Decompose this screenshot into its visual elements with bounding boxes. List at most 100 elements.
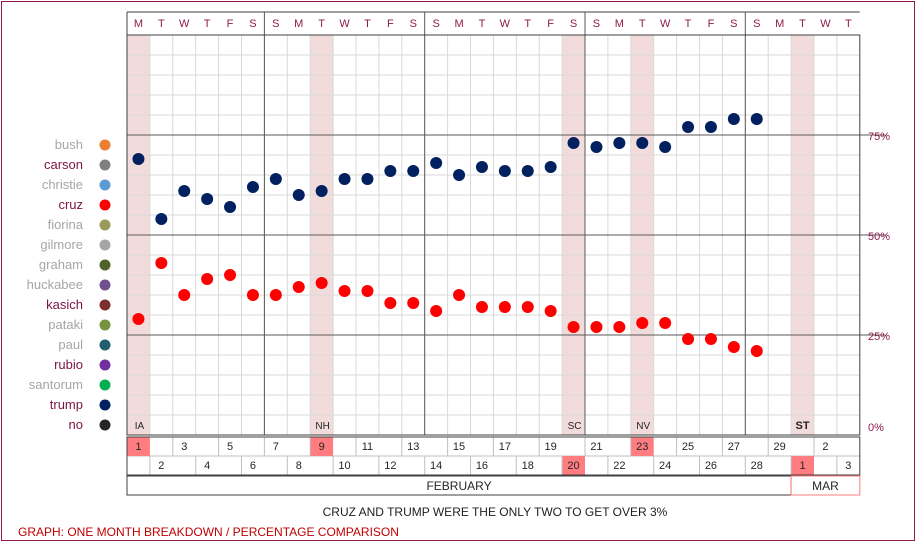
event-label-sc: SC xyxy=(568,421,582,432)
legend-label-pataki: pataki xyxy=(48,317,83,332)
data-point-cruz xyxy=(246,289,259,301)
weekday-label: S xyxy=(593,18,600,30)
weekday-label: T xyxy=(685,18,692,30)
y-tick-label: 50% xyxy=(868,231,890,243)
day-number: 8 xyxy=(296,460,302,472)
weekday-label: S xyxy=(410,18,417,30)
annotation-text: CRUZ AND TRUMP WERE THE ONLY TWO TO GET … xyxy=(323,505,668,519)
weekday-label: T xyxy=(204,18,211,30)
legend-marker-rubio xyxy=(99,359,111,371)
data-point-trump xyxy=(292,189,305,201)
day-number: 28 xyxy=(751,460,763,472)
day-number: 21 xyxy=(590,441,602,453)
event-label-ia: IA xyxy=(135,421,145,432)
weekday-label: T xyxy=(845,18,852,30)
data-point-trump xyxy=(201,193,214,205)
data-point-cruz xyxy=(269,289,282,301)
data-point-trump xyxy=(246,181,259,193)
month-row: FEBRUARY MAR xyxy=(126,475,861,496)
weekday-label: T xyxy=(799,18,806,30)
data-point-trump xyxy=(178,185,191,197)
data-point-trump xyxy=(636,137,649,149)
data-point-cruz xyxy=(521,301,534,313)
day-number: 18 xyxy=(522,460,534,472)
data-point-trump xyxy=(384,165,397,177)
data-point-cruz xyxy=(475,301,488,313)
weekday-label: T xyxy=(479,18,486,30)
weekday-label: S xyxy=(272,18,279,30)
data-point-trump xyxy=(704,121,717,133)
data-point-trump xyxy=(224,201,237,213)
data-point-cruz xyxy=(384,297,397,309)
event-label-st: ST xyxy=(796,420,810,432)
day-rows-border xyxy=(126,436,861,476)
legend-label-trump: trump xyxy=(50,397,83,412)
day-number: 13 xyxy=(407,441,419,453)
weekday-label: S xyxy=(753,18,760,30)
y-tick-label: 25% xyxy=(868,331,890,343)
weekday-label: S xyxy=(570,18,577,30)
weekday-label: S xyxy=(249,18,256,30)
legend-marker-santorum xyxy=(99,379,111,391)
day-number: 24 xyxy=(659,460,671,472)
legend-label-huckabee: huckabee xyxy=(27,277,83,292)
legend: bush carson christie cruz fiorina gilmore grah… xyxy=(27,137,111,432)
legend-label-santorum: santorum xyxy=(29,377,83,392)
data-point-trump xyxy=(750,113,763,125)
day-number: 7 xyxy=(273,441,279,453)
day-number: 29 xyxy=(774,441,786,453)
legend-label-bush: bush xyxy=(55,137,83,152)
day-number: 14 xyxy=(430,460,442,472)
plot-border xyxy=(126,34,861,436)
data-point-cruz xyxy=(407,297,420,309)
day-number-row: 1234567891011121314151617181920212223242… xyxy=(126,436,861,476)
legend-label-kasich: kasich xyxy=(46,297,83,312)
legend-label-rubio: rubio xyxy=(54,357,83,372)
legend-label-cruz: cruz xyxy=(58,197,83,212)
weekday-label: T xyxy=(158,18,165,30)
day-number: 25 xyxy=(682,441,694,453)
legend-marker-bush xyxy=(99,139,111,151)
data-point-trump xyxy=(132,153,145,165)
legend-marker-carson xyxy=(99,159,111,171)
day-cell-highlight xyxy=(310,437,334,456)
data-point-trump xyxy=(590,141,603,153)
day-number: 5 xyxy=(227,441,233,453)
weekday-label: M xyxy=(134,18,143,30)
day-cell-highlight xyxy=(127,437,150,456)
day-number: 27 xyxy=(728,441,740,453)
legend-marker-graham xyxy=(99,259,111,271)
weekday-label: M xyxy=(294,18,303,30)
data-point-trump xyxy=(544,161,557,173)
data-point-cruz xyxy=(338,285,351,297)
data-point-trump xyxy=(155,213,168,225)
legend-marker-fiorina xyxy=(99,219,111,231)
data-point-trump xyxy=(453,169,466,181)
data-point-trump xyxy=(727,113,740,125)
weekday-label: F xyxy=(387,18,394,30)
grid-lines xyxy=(126,11,886,436)
weekday-label: M xyxy=(775,18,784,30)
legend-marker-gilmore xyxy=(99,239,111,251)
event-labels: IA NH SC NV ST xyxy=(135,420,810,432)
weekday-label: T xyxy=(318,18,325,30)
caption-text: GRAPH: ONE MONTH BREAKDOWN / PERCENTAGE … xyxy=(18,525,399,539)
data-point-trump xyxy=(315,185,328,197)
weekday-label: F xyxy=(547,18,554,30)
data-point-cruz xyxy=(659,317,672,329)
data-point-cruz xyxy=(178,289,191,301)
month-label-mar: MAR xyxy=(812,479,839,493)
day-number: 11 xyxy=(362,441,373,453)
weekday-label: F xyxy=(227,18,234,30)
data-point-trump xyxy=(430,157,443,169)
legend-marker-paul xyxy=(99,339,111,351)
data-point-cruz xyxy=(453,289,466,301)
data-point-trump xyxy=(269,173,282,185)
legend-marker-christie xyxy=(99,179,111,191)
month-label-february: FEBRUARY xyxy=(426,479,491,493)
day-number: 2 xyxy=(822,441,828,453)
data-point-cruz xyxy=(201,273,214,285)
day-cell-highlight xyxy=(630,437,654,456)
